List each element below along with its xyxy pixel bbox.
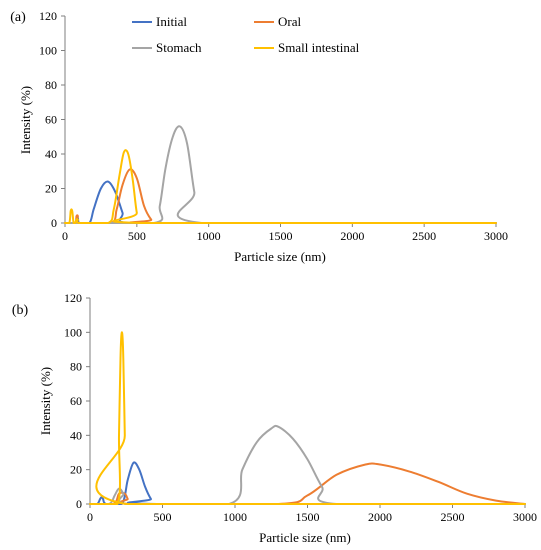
x-tick-label: 2500 [412, 229, 436, 243]
x-tick-label: 1000 [197, 229, 221, 243]
x-tick-label: 500 [154, 510, 172, 524]
y-tick-label: 0 [51, 216, 57, 230]
y-tick-label: 20 [70, 463, 82, 477]
x-tick-label: 1500 [269, 229, 293, 243]
x-tick-label: 2500 [441, 510, 465, 524]
x-tick-label: 1000 [223, 510, 247, 524]
y-tick-label: 80 [45, 78, 57, 92]
legend-label-oral: Oral [278, 14, 301, 29]
x-tick-label: 0 [62, 229, 68, 243]
legend: Initial Oral Stomach Small intestinal [132, 14, 360, 55]
y-axis-label: Intensity (%) [38, 367, 53, 435]
legend-label-small-intestinal: Small intestinal [278, 40, 360, 55]
series-line-initial [89, 461, 526, 506]
legend-label-stomach: Stomach [156, 40, 202, 55]
series-line-stomach [89, 424, 526, 506]
y-tick-label: 80 [70, 360, 82, 374]
series-line-oral [64, 168, 497, 225]
y-tick-label: 100 [64, 325, 82, 339]
y-axis-label: Intensity (%) [18, 86, 33, 154]
y-tick-label: 120 [39, 9, 57, 23]
x-tick-label: 500 [128, 229, 146, 243]
chart-panel-b: (b) 0 500 1000 1500 2000 2500 3000 0 20 40 60 80 100 1… [12, 291, 537, 545]
x-tick-label: 2000 [340, 229, 364, 243]
x-tick-label: 0 [87, 510, 93, 524]
series-line-oral [89, 462, 526, 506]
series-line-small-intestinal [89, 331, 526, 506]
x-tick-label: 1500 [296, 510, 320, 524]
y-tick-label: 40 [70, 428, 82, 442]
y-tick-label: 100 [39, 44, 57, 58]
panel-label: (b) [12, 303, 29, 318]
y-tick-label: 120 [64, 291, 82, 305]
x-axis-label: Particle size (nm) [259, 530, 351, 545]
chart-panel-a: (a) 0 500 1000 1500 2000 2500 3000 0 20 40 60 80 100 1… [10, 9, 508, 264]
panel-label: (a) [10, 10, 26, 25]
x-tick-label: 2000 [368, 510, 392, 524]
x-tick-label: 3000 [513, 510, 537, 524]
series-line-small-intestinal [64, 149, 497, 225]
y-tick-label: 60 [70, 394, 82, 408]
x-tick-label: 3000 [484, 229, 508, 243]
x-axis-label: Particle size (nm) [234, 249, 326, 264]
y-tick-label: 0 [76, 497, 82, 511]
y-tick-label: 60 [45, 113, 57, 127]
y-tick-label: 40 [45, 147, 57, 161]
y-tick-label: 20 [45, 182, 57, 196]
series-line-stomach [64, 125, 497, 225]
legend-label-initial: Initial [156, 14, 187, 29]
